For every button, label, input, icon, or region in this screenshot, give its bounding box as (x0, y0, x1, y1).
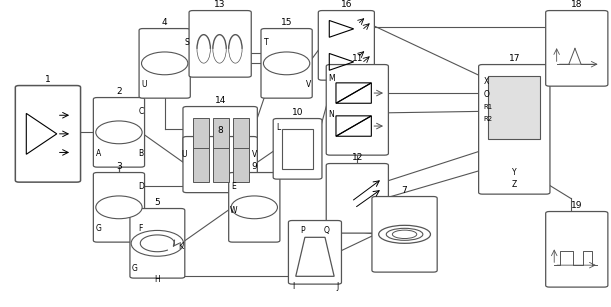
Text: R1: R1 (483, 104, 492, 110)
Bar (282, 129, 313, 169)
FancyBboxPatch shape (326, 64, 389, 155)
FancyBboxPatch shape (139, 29, 190, 98)
FancyBboxPatch shape (326, 164, 389, 233)
Text: A: A (95, 149, 101, 158)
FancyBboxPatch shape (183, 107, 257, 163)
Circle shape (96, 196, 142, 219)
Text: R2: R2 (483, 116, 492, 122)
Text: B: B (138, 149, 144, 158)
Text: U: U (141, 80, 147, 89)
Text: L: L (277, 123, 281, 132)
Text: P: P (300, 226, 304, 235)
Text: 17: 17 (508, 54, 520, 63)
Text: Q: Q (323, 226, 329, 235)
Text: X: X (483, 77, 489, 86)
Text: 19: 19 (571, 201, 582, 210)
Text: 3: 3 (116, 162, 122, 171)
Text: 2: 2 (116, 87, 122, 96)
Text: 16: 16 (340, 0, 352, 10)
Text: T: T (263, 38, 268, 47)
Text: H: H (155, 275, 160, 284)
Text: M: M (327, 74, 334, 83)
FancyBboxPatch shape (318, 10, 375, 80)
Text: 7: 7 (401, 186, 408, 195)
Circle shape (231, 196, 277, 219)
Text: K: K (178, 242, 184, 251)
Circle shape (131, 231, 183, 256)
Text: C: C (138, 107, 144, 116)
FancyBboxPatch shape (93, 173, 145, 242)
FancyBboxPatch shape (15, 86, 81, 182)
FancyBboxPatch shape (189, 10, 251, 77)
Text: G: G (132, 264, 137, 273)
FancyBboxPatch shape (261, 29, 312, 98)
Text: Y: Y (512, 168, 517, 177)
Text: 11: 11 (351, 54, 363, 63)
FancyBboxPatch shape (183, 137, 257, 192)
Text: N: N (328, 110, 334, 119)
Text: 8: 8 (218, 126, 223, 135)
Text: 10: 10 (292, 108, 303, 117)
FancyBboxPatch shape (130, 208, 185, 278)
Circle shape (96, 121, 142, 144)
FancyBboxPatch shape (372, 196, 437, 272)
Text: W: W (230, 206, 237, 215)
FancyBboxPatch shape (273, 119, 322, 179)
FancyBboxPatch shape (93, 98, 145, 167)
Ellipse shape (386, 228, 423, 240)
FancyBboxPatch shape (546, 212, 608, 287)
Text: Z: Z (511, 180, 517, 189)
Text: S: S (185, 38, 189, 47)
Text: 13: 13 (214, 0, 226, 10)
Bar (488, 76, 540, 139)
Text: 9: 9 (251, 162, 257, 171)
Circle shape (263, 52, 310, 75)
Text: V: V (252, 150, 257, 159)
Text: I: I (292, 282, 295, 291)
Circle shape (142, 52, 188, 75)
Bar (192, 148, 208, 182)
Ellipse shape (392, 230, 417, 239)
FancyBboxPatch shape (288, 220, 342, 284)
Text: E: E (231, 182, 236, 191)
Text: 18: 18 (571, 0, 582, 10)
Text: 12: 12 (351, 153, 363, 162)
Text: U: U (181, 150, 187, 159)
Text: J: J (337, 282, 339, 291)
Bar (233, 118, 249, 152)
FancyBboxPatch shape (546, 10, 608, 86)
Text: 15: 15 (281, 18, 292, 27)
Text: F: F (139, 224, 143, 233)
Text: G: G (95, 224, 101, 233)
Text: 1: 1 (45, 75, 51, 84)
FancyBboxPatch shape (478, 64, 550, 194)
Text: V: V (306, 80, 311, 89)
Text: 5: 5 (155, 198, 160, 207)
Text: O: O (483, 90, 489, 99)
Text: D: D (138, 182, 144, 191)
Bar (233, 148, 249, 182)
Bar (213, 118, 229, 152)
Text: 4: 4 (162, 18, 167, 27)
Ellipse shape (379, 225, 431, 243)
Bar (213, 148, 229, 182)
Bar (192, 118, 208, 152)
FancyBboxPatch shape (229, 173, 280, 242)
Text: 14: 14 (214, 96, 226, 105)
